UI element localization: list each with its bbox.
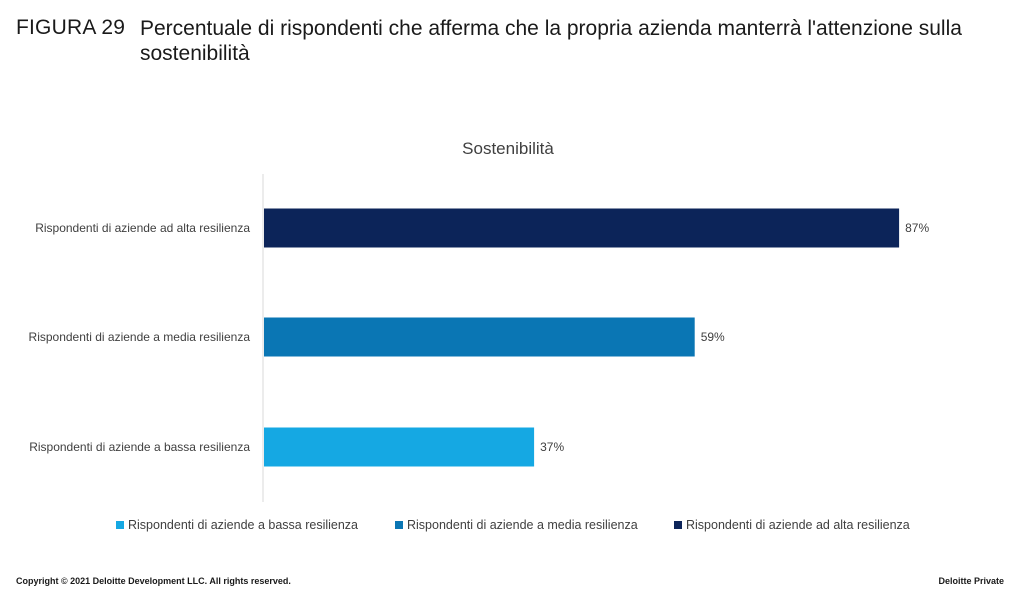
category-label: Rispondenti di aziende a media resilienz… <box>29 330 251 344</box>
copyright-notice: Copyright © 2021 Deloitte Development LL… <box>16 576 291 586</box>
figure-title: Percentuale di rispondenti che afferma c… <box>140 17 962 65</box>
bars-group: Rispondenti di aziende ad alta resilienz… <box>29 208 929 467</box>
bar-chart: Sostenibilità Rispondenti di aziende ad … <box>29 139 929 502</box>
legend-label: Rispondenti di aziende a bassa resilienz… <box>128 518 359 532</box>
chart-legend: Rispondenti di aziende a bassa resilienz… <box>0 518 1024 538</box>
chart-container: Sostenibilità Rispondenti di aziende ad … <box>0 130 1024 550</box>
bar-1 <box>264 208 900 248</box>
legend-item: Rispondenti di aziende ad alta resilienz… <box>674 518 910 532</box>
legend-item: Rispondenti di aziende a media resilienz… <box>395 518 638 532</box>
chart-title: Sostenibilità <box>462 139 554 158</box>
legend-swatch <box>116 520 124 529</box>
bar-2 <box>264 317 695 357</box>
value-label: 87% <box>905 221 929 235</box>
category-label: Rispondenti di aziende a bassa resilienz… <box>29 440 250 454</box>
category-label: Rispondenti di aziende ad alta resilienz… <box>35 221 250 235</box>
legend-item: Rispondenti di aziende a bassa resilienz… <box>116 518 358 532</box>
legend-swatch <box>674 520 682 529</box>
value-label: 37% <box>540 440 564 454</box>
value-label: 59% <box>701 330 725 344</box>
bar-3 <box>264 427 535 467</box>
legend-label: Rispondenti di aziende ad alta resilienz… <box>686 518 910 532</box>
legend-label: Rispondenti di aziende a media resilienz… <box>407 518 638 532</box>
figure-number: FIGURA 29 <box>16 16 126 39</box>
classification-label: Deloitte Private <box>938 576 1004 586</box>
legend-swatch <box>395 520 403 529</box>
